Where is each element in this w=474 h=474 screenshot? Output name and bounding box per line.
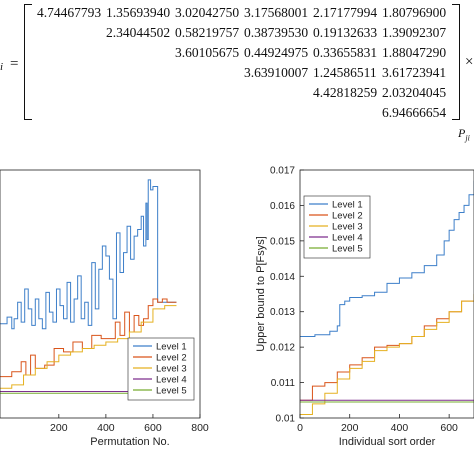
- y-tick-label: 0.013: [270, 307, 295, 318]
- y-tick-label: 0.017: [270, 166, 295, 177]
- y-axis-label: Upper bound to P[Fsys]: [255, 236, 267, 352]
- axes-box: [0, 169, 201, 419]
- series-line-level-2: [0, 298, 177, 378]
- matrix-cell: 3.17568001: [244, 5, 309, 20]
- y-tick-label: 0.015: [270, 236, 295, 247]
- legend-label: Level 1: [332, 200, 363, 211]
- chart-2-group: [299, 169, 474, 419]
- matrix-cell: 0.58219757: [175, 25, 240, 40]
- matrix-left-label: i: [0, 61, 4, 73]
- matrix-cell: 3.60105675: [175, 45, 240, 60]
- matrix-cell: 1.35693940: [106, 5, 171, 20]
- legend-label: Level 2: [332, 211, 363, 222]
- legend-label: Level 5: [156, 386, 187, 397]
- matrix-cell: 1.24586511: [313, 65, 377, 80]
- x-tick-label: 0: [297, 422, 303, 434]
- matrix-times-sign: ×: [465, 54, 474, 70]
- sensitivity-matrix: i = × Pji 4.74467793 1.35693940 3.02042750…: [0, 0, 474, 145]
- y-tick-label: 0.01: [276, 414, 296, 425]
- y-tick-label: 0.014: [270, 272, 295, 283]
- x-axis-label: Individual sort order: [339, 436, 436, 448]
- matrix-cell: 3.61723941: [382, 65, 447, 80]
- x-axis-label: Permutation No.: [90, 436, 169, 448]
- matrix-cell: 4.74467793: [37, 5, 102, 20]
- matrix-left-bracket: [24, 4, 32, 120]
- matrix-right-bracket: [452, 4, 460, 120]
- matrix-cell: 1.88047290: [382, 45, 447, 60]
- x-tick-label: 800: [191, 422, 209, 434]
- matrix-cell: 2.34044502: [106, 25, 171, 40]
- matrix-cell: 3.63910007: [244, 65, 309, 80]
- matrix-cell: 2.17177994: [313, 5, 378, 20]
- y-tick-label: 0.011: [271, 378, 296, 389]
- matrix-cell: 0.33655831: [313, 45, 378, 60]
- series-line-level-1: [0, 179, 177, 330]
- legend-label: Level 4: [332, 233, 363, 244]
- x-tick-label: 600: [144, 422, 162, 434]
- legend-label: Level 3: [332, 222, 363, 233]
- x-tick-label: 400: [391, 422, 409, 434]
- matrix-cell: 3.02042750: [175, 5, 240, 20]
- x-tick-label: 400: [97, 422, 115, 434]
- y-tick-label: 0.012: [270, 343, 295, 354]
- series-line-level-1: [300, 180, 474, 338]
- matrix-cell: 0.38739530: [244, 25, 309, 40]
- x-tick-label: 600: [440, 422, 458, 434]
- matrix-equals-sign: =: [10, 56, 19, 72]
- matrix-cell: 0.44924975: [244, 45, 309, 60]
- axes-box: [299, 169, 474, 419]
- matrix-right-label: Pji: [458, 126, 470, 143]
- series-line-level-3: [300, 294, 474, 415]
- matrix-cell: 2.03204045: [382, 85, 447, 100]
- legend-label: Level 1: [156, 342, 187, 353]
- x-tick-label: 200: [341, 422, 359, 434]
- legend-label: Level 2: [156, 353, 187, 364]
- chart-1-group: [0, 169, 201, 419]
- matrix-cell: 0.19132633: [313, 25, 378, 40]
- matrix-cell: 1.39092307: [382, 25, 447, 40]
- y-tick-label: 0.016: [270, 201, 295, 212]
- legend-label: Level 5: [332, 244, 363, 255]
- matrix-cell: 4.42818259: [313, 85, 378, 100]
- x-tick-label: 200: [50, 422, 68, 434]
- matrix-cell: 1.80796900: [382, 5, 447, 20]
- legend-label: Level 4: [156, 375, 187, 386]
- legend-label: Level 3: [156, 364, 187, 375]
- matrix-cell: 6.94666654: [382, 105, 447, 120]
- series-line-level-3: [0, 305, 177, 389]
